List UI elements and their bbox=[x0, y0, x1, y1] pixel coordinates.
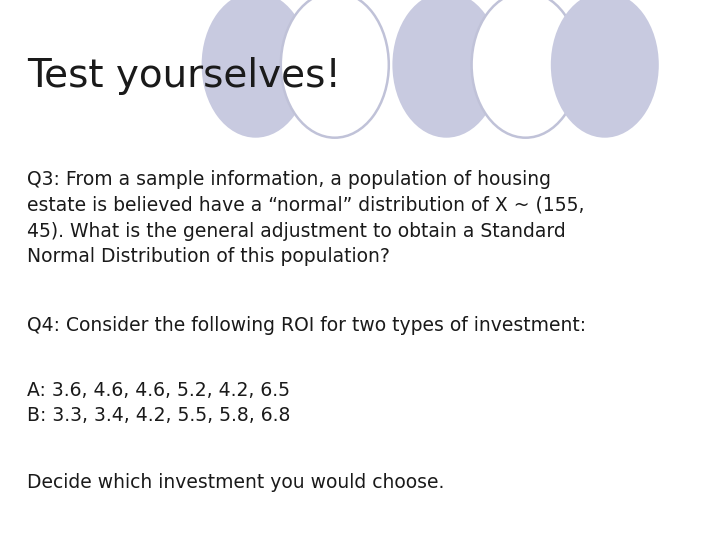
Ellipse shape bbox=[281, 0, 389, 138]
Text: Decide which investment you would choose.: Decide which investment you would choose… bbox=[27, 472, 445, 491]
Text: Test yourselves!: Test yourselves! bbox=[27, 57, 341, 94]
Ellipse shape bbox=[202, 0, 310, 138]
Text: Q3: From a sample information, a population of housing
estate is believed have a: Q3: From a sample information, a populat… bbox=[27, 170, 585, 266]
Ellipse shape bbox=[472, 0, 580, 138]
Text: A: 3.6, 4.6, 4.6, 5.2, 4.2, 6.5
B: 3.3, 3.4, 4.2, 5.5, 5.8, 6.8: A: 3.6, 4.6, 4.6, 5.2, 4.2, 6.5 B: 3.3, … bbox=[27, 381, 291, 426]
Text: Q4: Consider the following ROI for two types of investment:: Q4: Consider the following ROI for two t… bbox=[27, 316, 587, 335]
Ellipse shape bbox=[551, 0, 659, 138]
Ellipse shape bbox=[392, 0, 500, 138]
